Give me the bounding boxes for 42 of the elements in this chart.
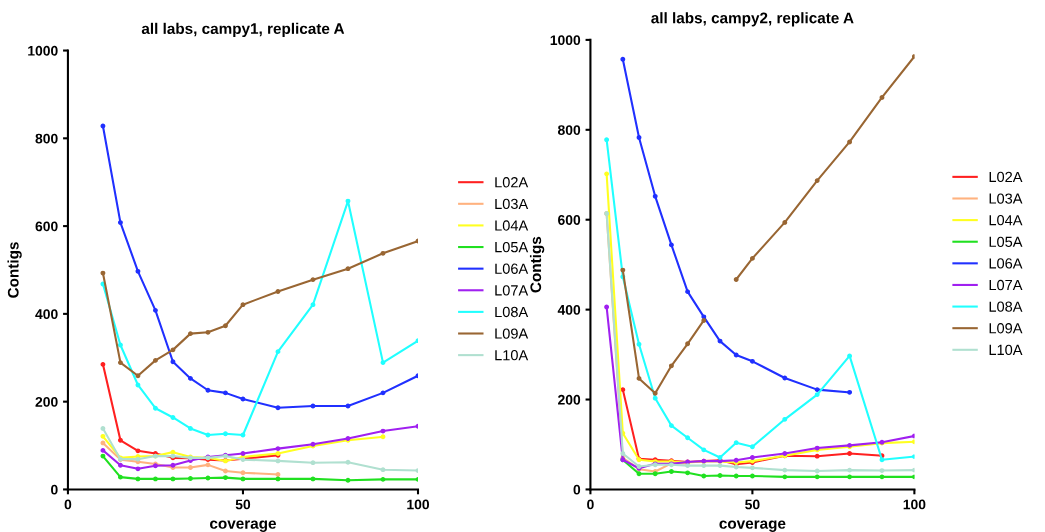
y-tick-label: 800 (35, 133, 58, 144)
y-tick-label: 200 (558, 394, 581, 405)
legend-label: L09A (495, 328, 529, 339)
legend-label: L07A (989, 279, 1023, 291)
legend-label: L06A (495, 263, 529, 274)
y-tick-label: 0 (51, 484, 58, 495)
x-tick-label: 0 (64, 499, 72, 510)
y-tick-label: 200 (35, 396, 58, 407)
y-tick-label: 1000 (550, 35, 581, 46)
legend-label: L07A (495, 285, 529, 296)
chart-title: all labs, campy2, replicate A (651, 12, 854, 27)
x-tick-label: 0 (587, 499, 594, 510)
x-axis-title: coverage (719, 520, 786, 532)
legend-label: L10A (495, 350, 529, 361)
y-tick-label: 1000 (28, 45, 58, 56)
legend-label: L06A (989, 258, 1023, 269)
legend-label: L08A (989, 301, 1023, 312)
x-tick-label: 50 (235, 499, 251, 510)
legend-label: L10A (989, 344, 1023, 356)
legend-label: L02A (495, 177, 529, 188)
legend-label: L08A (495, 306, 529, 318)
y-tick-label: 800 (557, 125, 581, 135)
x-tick-label: 50 (745, 499, 760, 510)
legend-label: L04A (989, 215, 1023, 226)
legend-label: L03A (989, 193, 1023, 204)
chart-title: all labs, campy1, replicate A (141, 22, 345, 38)
y-tick-label: 0 (573, 484, 581, 495)
y-tick-label: 600 (35, 221, 58, 232)
y-tick-label: 600 (558, 215, 581, 225)
y-axis-title: Contigs (7, 242, 22, 298)
legend-label: L05A (495, 241, 529, 253)
y-tick-label: 400 (35, 309, 58, 320)
y-tick-label: 400 (557, 304, 581, 315)
legend-label: L03A (495, 198, 529, 210)
legend-label: L05A (989, 236, 1023, 247)
legend-label: L09A (989, 323, 1023, 334)
y-axis-title: Contigs (529, 236, 545, 293)
x-tick-label: 100 (903, 499, 926, 510)
x-axis-title: coverage (210, 520, 276, 532)
x-tick-label: 100 (407, 499, 430, 510)
legend-label: L04A (495, 220, 529, 231)
legend-label: L02A (989, 171, 1023, 183)
